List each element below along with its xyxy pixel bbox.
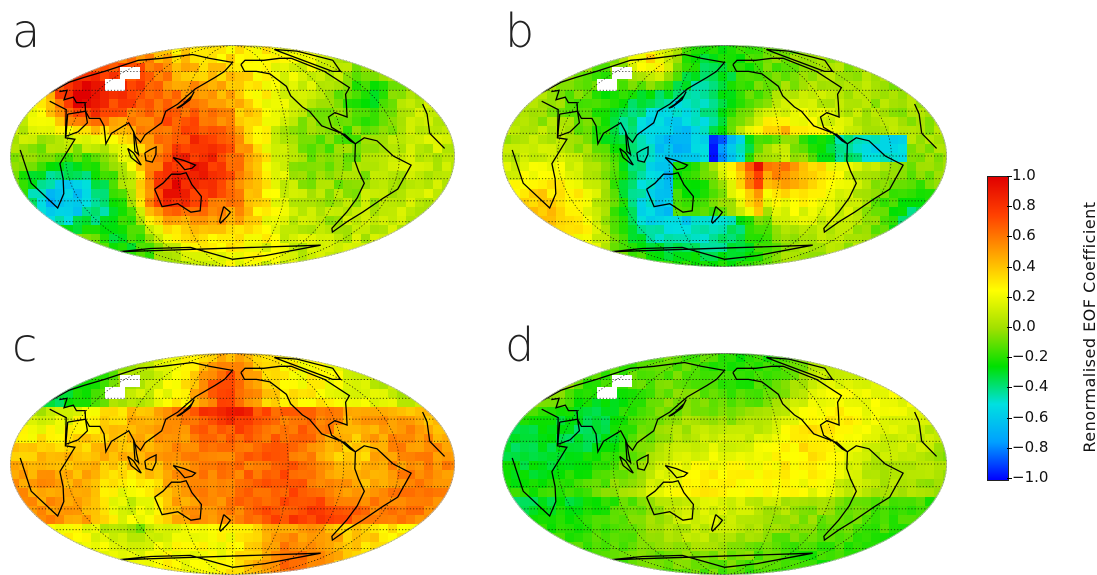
colorbar-tick-mark [1007, 418, 1012, 419]
colorbar-tick-label: 0.2 [1012, 289, 1036, 304]
colorbar-label: Renormalised EOF Coefficient [1080, 201, 1097, 452]
colorbar-tick-label: −0.4 [1012, 379, 1048, 394]
colorbar-tick-mark [1007, 387, 1012, 388]
colorbar-tick-label: 0.0 [1012, 319, 1036, 334]
colorbar-tick-mark [1007, 297, 1012, 298]
map-panel-c [10, 353, 455, 575]
colorbar-tick-label: 0.4 [1012, 259, 1036, 274]
colorbar-tick-label: −0.2 [1012, 349, 1048, 364]
colorbar-tick-mark [1007, 206, 1012, 207]
map-panel-b [502, 45, 947, 267]
colorbar-tick-mark [1007, 176, 1012, 177]
colorbar-tick-label: 0.8 [1012, 198, 1036, 213]
colorbar-tick-mark [1007, 267, 1012, 268]
colorbar-tick-label: −0.6 [1012, 410, 1048, 425]
colorbar-tick-mark [1007, 236, 1012, 237]
map-field [10, 45, 461, 271]
map-field [10, 353, 461, 575]
colorbar-tick-mark [1007, 357, 1012, 358]
colorbar-tick-label: −0.8 [1012, 440, 1048, 455]
map-panel-d [502, 353, 947, 575]
colorbar-tick-mark [1007, 478, 1012, 479]
colorbar-tick-label: −1.0 [1012, 470, 1048, 485]
colorbar-tick-mark [1007, 327, 1012, 328]
colorbar-tick-mark [1007, 448, 1012, 449]
colorbar [987, 176, 1009, 481]
map-field [502, 353, 953, 575]
colorbar-tick-label: 0.6 [1012, 228, 1036, 243]
map-field [502, 45, 953, 271]
map-panel-a [10, 45, 455, 267]
colorbar-tick-label: 1.0 [1012, 168, 1036, 183]
